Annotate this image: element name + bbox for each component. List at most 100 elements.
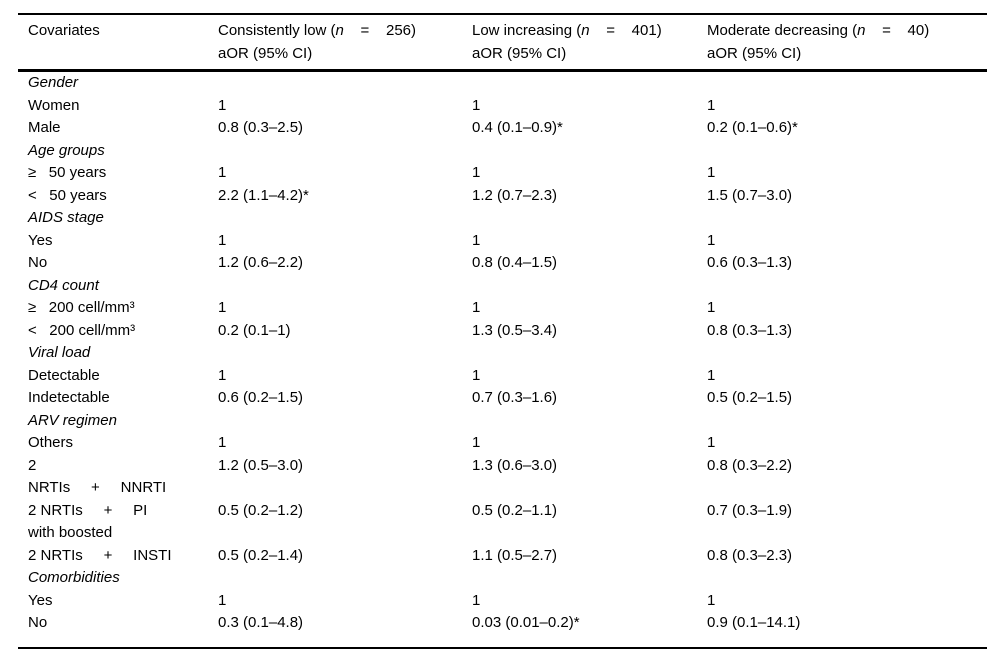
aor-value: 1 (218, 299, 227, 316)
col-header-moderate-decreasing: Moderate decreasing (n = 40) aOR (95% CI) (707, 15, 987, 72)
aor-value: 1 (707, 434, 716, 451)
aor-value (472, 207, 707, 230)
aor-value: 1 (218, 164, 227, 181)
aor-value: 0.6 (0.3–1.3) (707, 254, 793, 271)
aor-value: 1 (707, 591, 716, 609)
aor-value (218, 71, 472, 95)
aor-value (218, 275, 472, 298)
table-row: 2 NRTIs + PI with boosted 0.5 (0.2–1.2) 0.… (18, 500, 987, 545)
category-row: ARV regimen (18, 410, 987, 433)
aor-value: 0.3 (0.1–4.8) (218, 614, 304, 631)
aor-value (707, 410, 987, 433)
aor-table: Covariates Consistently low (n = 256) aOR… (18, 15, 987, 635)
aor-value: 1.2 (0.7–2.3) (472, 186, 558, 204)
table-row: No 1.2 (0.6–2.2) 0.8 (0.4–1.5) 0.6 (0.3–1.3… (18, 252, 987, 275)
aor-value: 1 (707, 299, 716, 316)
aor-value: 1 (218, 434, 227, 451)
header-line2: aOR (95% CI) (472, 44, 567, 62)
category-row: AIDS stage (18, 207, 987, 230)
aor-value (472, 342, 707, 365)
covariate-label: Comorbidities (28, 569, 120, 586)
aor-value: 0.2 (0.1–0.6)* (707, 119, 798, 136)
table-row: 2 NRTIs + NNRTI 1.2 (0.5–3.0) 1.3 (0.6–3.0… (18, 455, 987, 500)
header-line1-prefix: Consistently low ( (218, 22, 336, 39)
table-row: Yes 1 1 1 (18, 590, 987, 613)
covariate-label: ARV regimen (28, 411, 117, 429)
covariate-label: Gender (28, 74, 79, 91)
table-row: < 200 cell/mm³ 0.2 (0.1–1) 1.3 (0.5–3.4) 0.… (18, 320, 987, 343)
covariate-label: Male (28, 119, 61, 136)
table-row: Others 1 1 1 (18, 432, 987, 455)
covariate-label: Age groups (28, 141, 105, 159)
aor-value: 0.8 (0.3–2.5) (218, 119, 304, 136)
aor-value: 1 (472, 96, 481, 114)
header-n-variable: n (581, 22, 590, 39)
aor-value (707, 342, 987, 365)
covariates-aor-table: Covariates Consistently low (n = 256) aOR… (18, 13, 987, 649)
table-row: Indetectable 0.6 (0.2–1.5) 0.7 (0.3–1.6) 0.… (18, 387, 987, 410)
covariate-label: Indetectable (28, 389, 110, 406)
aor-value: 0.2 (0.1–1) (218, 321, 291, 339)
covariate-label: 2 NRTIs + PI with boosted (28, 501, 148, 542)
aor-value: 1 (472, 164, 481, 181)
col-header-covariates: Covariates (18, 15, 218, 72)
aor-value (472, 275, 707, 298)
category-row: Age groups (18, 140, 987, 163)
aor-value (472, 410, 707, 433)
aor-value: 1 (707, 164, 716, 181)
aor-value (218, 567, 472, 590)
header-n-variable: n (335, 22, 344, 39)
aor-value: 0.8 (0.3–1.3) (707, 321, 793, 339)
aor-value (218, 207, 472, 230)
aor-value: 0.8 (0.3–2.3) (707, 546, 793, 564)
aor-value: 1 (472, 231, 481, 249)
table-row: 2 NRTIs + INSTI 0.5 (0.2–1.4) 1.1 (0.5–2.7… (18, 545, 987, 568)
table-row: Women 1 1 1 (18, 95, 987, 118)
aor-value: 0.8 (0.3–2.2) (707, 456, 793, 474)
aor-value: 0.6 (0.2–1.5) (218, 389, 304, 406)
header-line1-suffix: = 401) (589, 22, 662, 39)
aor-value: 2.2 (1.1–4.2)* (218, 186, 309, 204)
aor-value: 0.7 (0.3–1.9) (707, 501, 793, 519)
aor-value: 1 (707, 366, 716, 384)
covariate-label: Viral load (28, 344, 91, 361)
aor-value: 1 (218, 231, 227, 249)
covariate-label: Yes (28, 591, 53, 609)
covariate-label: < 50 years (28, 186, 107, 204)
aor-value (472, 140, 707, 163)
aor-value: 1 (218, 366, 227, 384)
aor-value: 1 (472, 434, 481, 451)
table-body: Gender Women 1 1 1 Male 0.8 (0.3–2.5) 0.4 (0.1–… (18, 71, 987, 635)
header-line1-prefix: Low increasing ( (472, 22, 582, 39)
aor-value: 0.5 (0.2–1.4) (218, 546, 304, 564)
aor-value (707, 207, 987, 230)
covariate-label: 2 NRTIs + NNRTI (28, 456, 167, 497)
aor-value: 0.5 (0.2–1.1) (472, 501, 558, 519)
category-row: Comorbidities (18, 567, 987, 590)
covariate-label: 2 NRTIs + INSTI (28, 546, 172, 564)
aor-value: 1 (218, 591, 227, 609)
aor-value: 1.2 (0.5–3.0) (218, 456, 304, 474)
covariate-label: < 200 cell/mm³ (28, 321, 136, 339)
aor-value (218, 342, 472, 365)
aor-value (218, 410, 472, 433)
aor-value: 0.5 (0.2–1.2) (218, 501, 304, 519)
category-row: Gender (18, 71, 987, 95)
header-line1-suffix: = 256) (343, 22, 417, 39)
table-row: Yes 1 1 1 (18, 230, 987, 253)
table-header: Covariates Consistently low (n = 256) aOR… (18, 15, 987, 72)
col-header-low-increasing: Low increasing (n = 401) aOR (95% CI) (472, 15, 707, 72)
aor-value: 1 (472, 366, 481, 384)
aor-value: 1 (707, 96, 716, 114)
aor-value (707, 567, 987, 590)
aor-value: 0.8 (0.4–1.5) (472, 254, 558, 271)
covariate-label: AIDS stage (28, 209, 104, 226)
aor-value: 0.9 (0.1–14.1) (707, 614, 801, 631)
aor-value (472, 567, 707, 590)
aor-value: 1 (472, 299, 481, 316)
aor-value (707, 71, 987, 95)
aor-value: 1 (707, 231, 716, 249)
header-line1-suffix: = 40) (865, 22, 930, 39)
table-row: ≥ 50 years 1 1 1 (18, 162, 987, 185)
